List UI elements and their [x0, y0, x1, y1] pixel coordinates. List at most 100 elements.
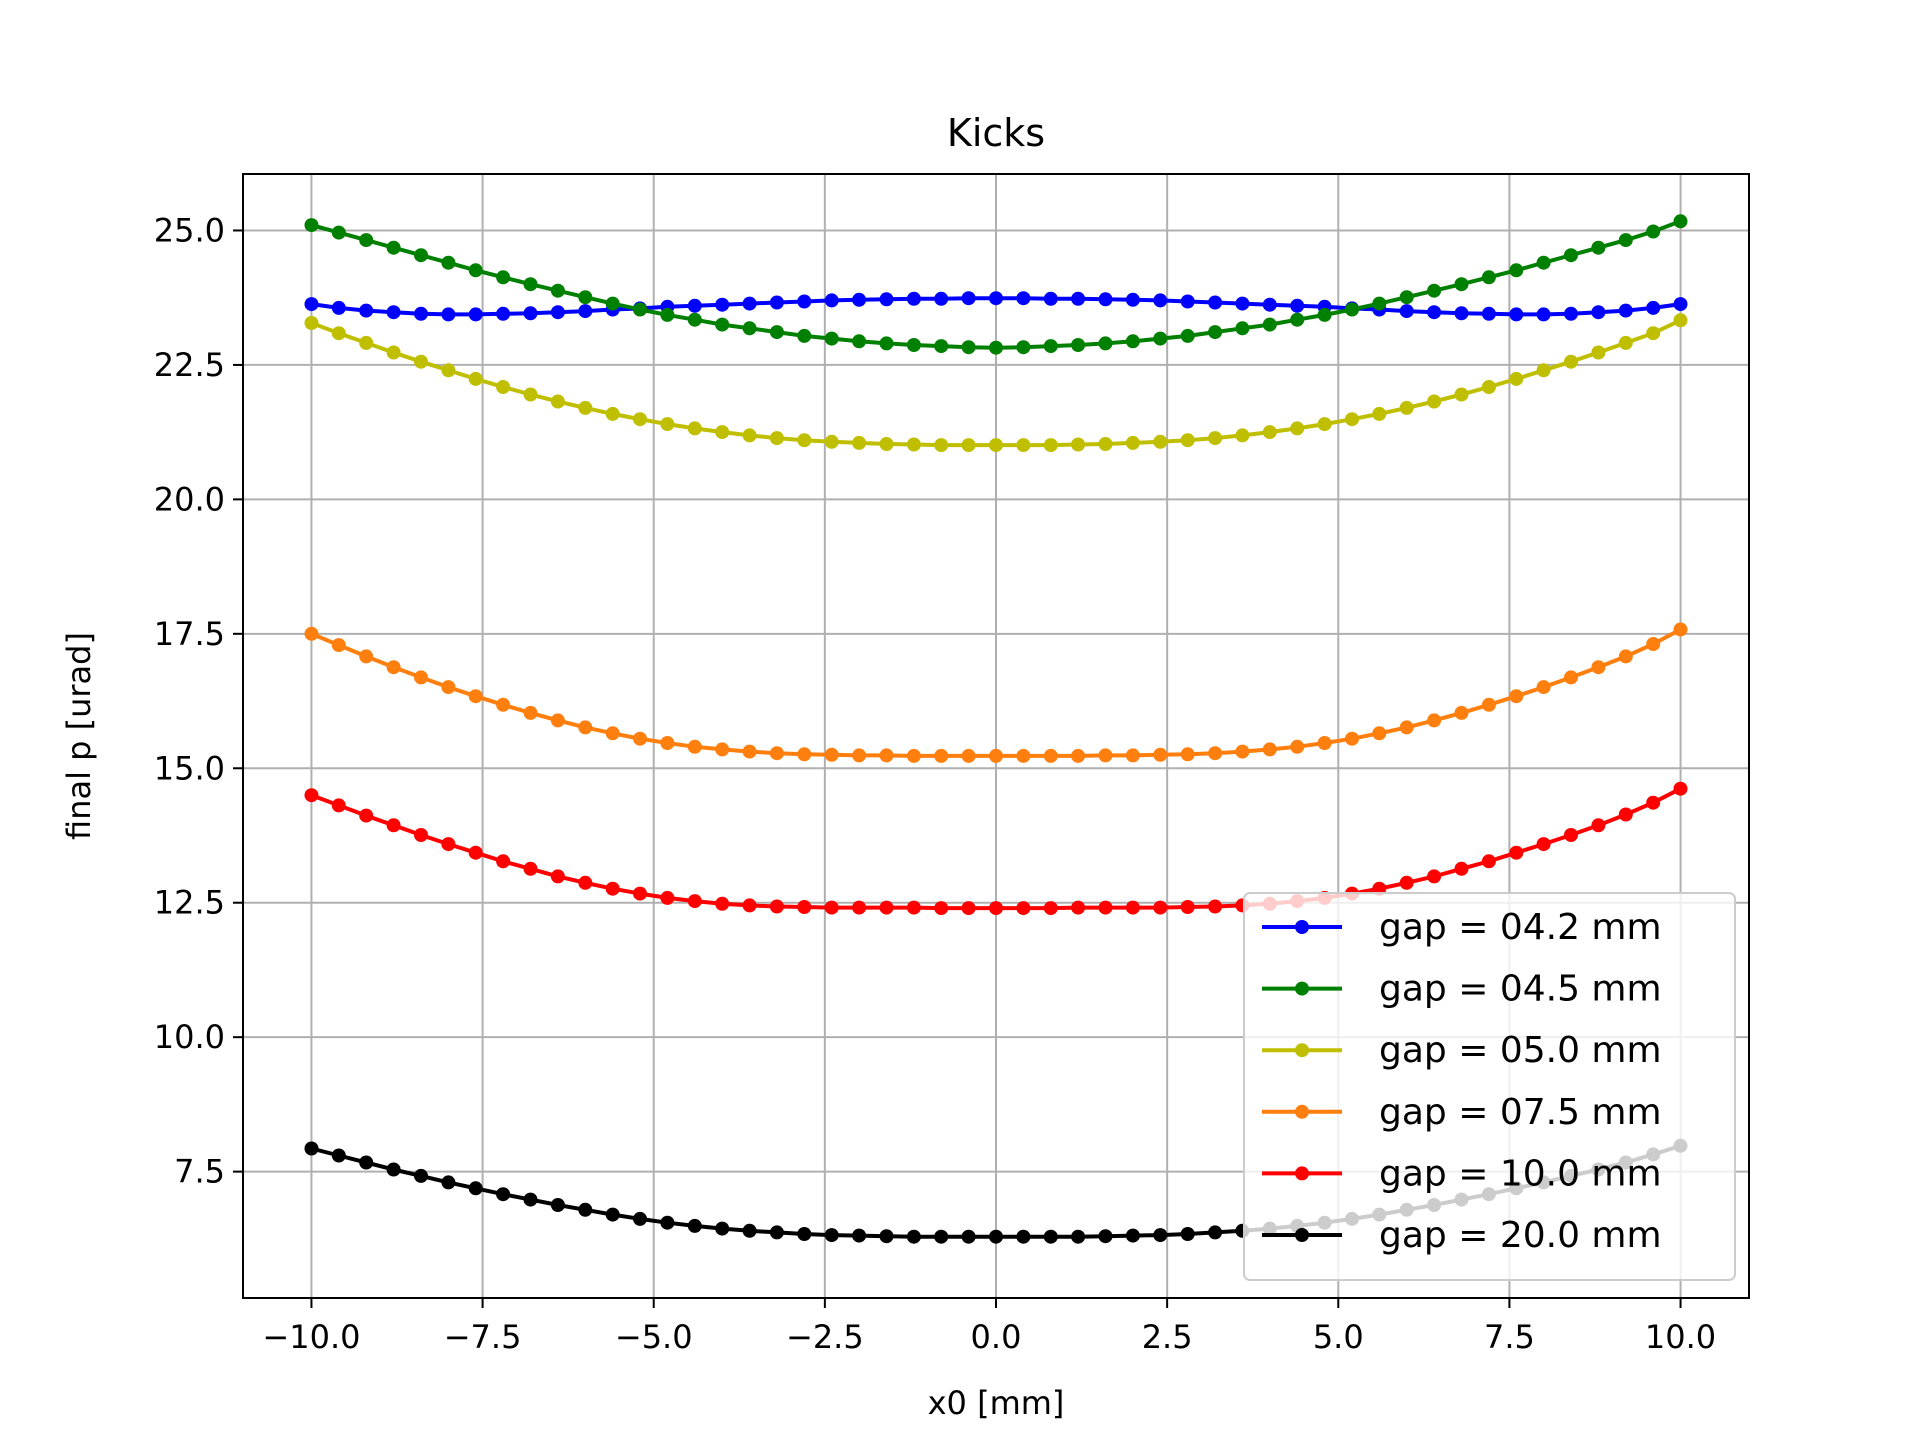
data-point: [304, 297, 319, 312]
data-point: [1427, 394, 1442, 409]
data-point: [1481, 697, 1496, 712]
y-axis-ticks: 7.5 10.0 12.5 15.0 17.5 20.0 22.5 25.0: [154, 211, 243, 1191]
data-point: [852, 900, 867, 915]
data-point: [961, 438, 976, 453]
x-tick-label: 7.5: [1484, 1318, 1535, 1356]
data-point: [687, 739, 702, 754]
data-point: [496, 854, 511, 869]
data-point: [1509, 307, 1524, 322]
data-point: [1427, 869, 1442, 884]
data-point: [1618, 233, 1633, 248]
data-point: [742, 744, 757, 759]
data-point: [934, 339, 949, 354]
data-point: [578, 400, 593, 415]
data-point: [852, 334, 867, 349]
data-point: [441, 363, 456, 378]
data-point: [1427, 713, 1442, 728]
data-point: [660, 736, 675, 750]
data-point: [496, 1187, 511, 1202]
data-point: [1071, 291, 1086, 306]
data-point: [633, 302, 647, 317]
data-point: [1646, 637, 1661, 651]
data-point: [441, 680, 456, 695]
data-point: [633, 1211, 647, 1226]
series-group: [304, 781, 1688, 916]
data-point: [1673, 313, 1688, 328]
data-point: [578, 720, 593, 735]
data-point: [1071, 338, 1086, 352]
data-point: [1180, 328, 1195, 343]
data-point: [1208, 1225, 1223, 1240]
data-point: [660, 1215, 675, 1230]
data-point: [386, 345, 401, 360]
data-point: [550, 1198, 565, 1212]
data-point: [1043, 291, 1058, 306]
data-point: [824, 1228, 839, 1243]
data-point: [1536, 363, 1551, 378]
data-point: [1536, 255, 1551, 270]
data-point: [742, 321, 757, 336]
series-group: [304, 214, 1688, 355]
data-point: [1673, 297, 1688, 312]
data-point: [386, 240, 401, 255]
data-point: [1235, 428, 1250, 443]
data-point: [414, 306, 428, 321]
data-point: [1098, 437, 1113, 451]
data-point: [550, 394, 565, 409]
legend: gap = 04.2 mm gap = 04.5 mm gap = 05.0 mm g…: [1243, 892, 1736, 1281]
y-tick-label: 22.5: [154, 346, 225, 384]
data-point: [1016, 901, 1031, 916]
data-point: [797, 747, 812, 762]
data-point: [1536, 680, 1551, 695]
data-point: [359, 335, 374, 350]
data-point: [1290, 739, 1305, 754]
y-tick-label: 20.0: [154, 480, 225, 518]
data-point: [989, 901, 1003, 916]
data-point: [441, 1175, 456, 1190]
data-point: [386, 660, 401, 675]
data-point: [1536, 307, 1551, 322]
data-point: [414, 354, 428, 369]
data-point: [852, 292, 867, 307]
data-point: [989, 1229, 1003, 1244]
data-point: [496, 306, 511, 321]
data-point: [824, 331, 839, 346]
data-point: [441, 307, 456, 322]
data-point: [1317, 417, 1332, 432]
data-point: [414, 828, 428, 842]
data-point: [304, 218, 319, 233]
x-tick-label: −7.5: [444, 1318, 522, 1356]
data-point: [1071, 748, 1086, 763]
data-point: [1290, 312, 1305, 327]
data-point: [523, 306, 538, 321]
data-point: [1043, 339, 1058, 354]
data-point: [1646, 300, 1661, 315]
data-point: [715, 317, 730, 332]
data-point: [468, 845, 483, 860]
x-tick-label: −5.0: [615, 1318, 693, 1356]
data-point: [1208, 899, 1223, 914]
data-point: [1564, 248, 1578, 263]
data-point: [852, 435, 867, 450]
data-point: [715, 297, 730, 312]
data-point: [934, 901, 949, 916]
data-point: [1399, 720, 1414, 735]
data-point: [879, 336, 894, 351]
data-point: [1235, 744, 1250, 759]
x-tick-label: −2.5: [786, 1318, 864, 1356]
data-point: [715, 742, 730, 757]
data-point: [1262, 425, 1277, 440]
data-point: [989, 291, 1003, 306]
data-point: [1125, 748, 1140, 763]
data-point: [797, 328, 812, 343]
data-point: [1153, 434, 1168, 449]
legend-swatch-marker: [1295, 1043, 1309, 1058]
data-point: [1618, 335, 1633, 350]
data-point: [1317, 736, 1332, 750]
data-point: [1208, 325, 1223, 340]
data-point: [496, 270, 511, 285]
data-point: [1098, 1229, 1113, 1244]
data-point: [1564, 828, 1578, 842]
chart-title: Kicks: [947, 111, 1045, 155]
